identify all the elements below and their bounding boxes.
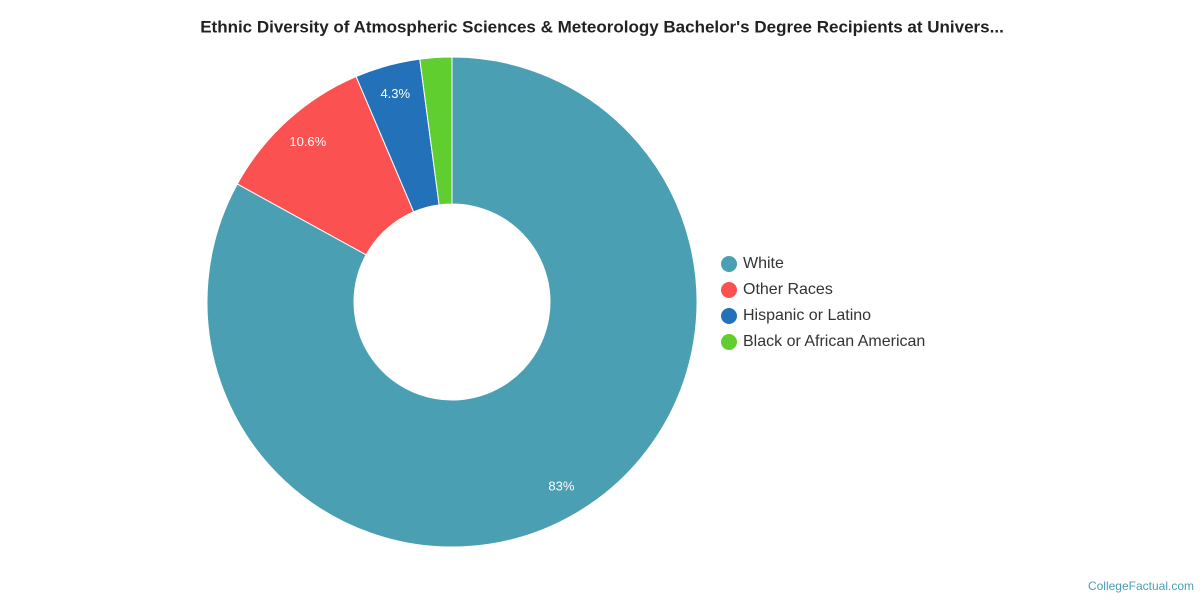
value-label: 4.3% [380, 86, 410, 101]
slice [236, 75, 415, 256]
slice [419, 56, 453, 206]
legend-label: Other Races [743, 281, 833, 298]
slice [206, 56, 698, 548]
legend-label: Black or African American [743, 333, 925, 350]
source: CollegeFactual.com [1088, 579, 1194, 593]
legend-label: White [743, 255, 784, 272]
chart-title: Ethnic Diversity of Atmospheric Sciences… [200, 17, 1004, 36]
value-label: 10.6% [289, 134, 326, 149]
legend-marker [721, 308, 737, 324]
legend-marker [721, 282, 737, 298]
value-label: 83% [548, 478, 574, 493]
legend-marker [721, 256, 737, 272]
legend-label: Hispanic or Latino [743, 307, 871, 324]
legend-marker [721, 334, 737, 350]
